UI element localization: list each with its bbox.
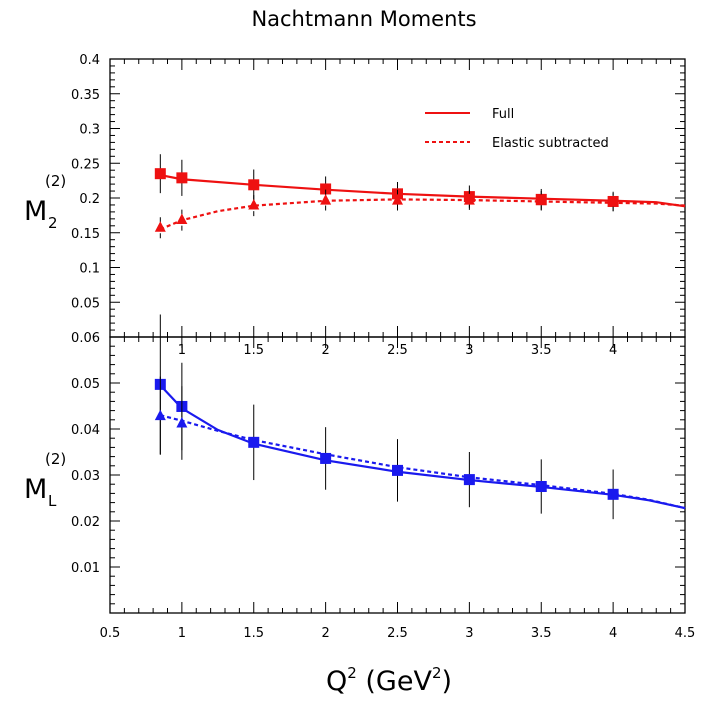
x-axis-label: Q2 (GeV2)	[326, 664, 452, 697]
xlabel-q: Q2 (GeV2)	[326, 664, 452, 697]
upper-ytick-label: 0.05	[71, 296, 100, 311]
upper-xtick-label: 1.5	[243, 343, 264, 358]
lower-xtick-label: 3.5	[531, 626, 552, 641]
lower-full-point	[320, 452, 332, 464]
upper-xtick-label: 3.5	[531, 343, 552, 358]
lower-full-point	[607, 488, 619, 500]
upper-full-curve	[160, 173, 686, 208]
legend: Full Elastic subtracted	[425, 107, 609, 151]
lower-ytick-label: 0.02	[71, 515, 100, 530]
lower-full-point	[535, 481, 547, 492]
upper-full-point	[154, 168, 166, 180]
lower-ylabel: M L (2)	[24, 450, 66, 510]
lower-ytick-label: 0.04	[71, 423, 100, 438]
lower-series	[154, 314, 686, 520]
lower-panel: 0.01 0.02 0.03 0.04 0.05 0.06 0.5 1 1.5 2 2.5 3 3.5 4…	[24, 314, 695, 641]
lower-ytick-label: 0.03	[71, 469, 100, 484]
lower-xtick-label: 4	[609, 626, 617, 641]
upper-ytick-label: 0.4	[79, 53, 100, 68]
lower-xtick-label: 3	[465, 626, 473, 641]
lower-ylabel-sup: (2)	[45, 450, 66, 468]
lower-ytick-label: 0.06	[71, 331, 100, 346]
lower-xtick-label: 0.5	[100, 626, 121, 641]
upper-full-point	[320, 183, 332, 195]
lower-xtick-label: 1	[178, 626, 186, 641]
lower-xtick-label: 2	[321, 626, 329, 641]
upper-full-point	[176, 172, 188, 184]
lower-elastic-curve	[160, 414, 686, 510]
upper-xtick-label: 2	[321, 343, 329, 358]
upper-xtick-label: 1	[178, 343, 186, 358]
upper-elastic-point	[392, 194, 403, 205]
upper-elastic-point	[154, 221, 166, 232]
upper-elastic-curve	[159, 198, 686, 231]
upper-xtick-label: 3	[465, 343, 473, 358]
upper-ylabel-base: M	[24, 196, 47, 227]
lower-full-point	[392, 464, 403, 476]
upper-ylabel: M 2 (2)	[24, 172, 66, 232]
upper-ytick-label: 0.35	[71, 88, 100, 103]
upper-ytick-label: 0.2	[79, 192, 100, 207]
upper-ytick-label: 0.15	[71, 227, 100, 242]
upper-elastic-point	[248, 198, 260, 210]
lower-ytick-label: 0.01	[71, 561, 100, 576]
upper-series	[154, 154, 686, 239]
upper-ytick-label: 0.3	[79, 123, 100, 138]
lower-xtick-label: 1.5	[243, 626, 264, 641]
upper-full-point	[248, 179, 260, 191]
chart-title: Nachtmann Moments	[251, 7, 476, 31]
lower-xtick-label: 4.5	[675, 626, 696, 641]
upper-ylabel-sub: 2	[48, 214, 58, 232]
upper-elastic-point	[607, 196, 619, 207]
lower-ytick-label: 0.05	[71, 377, 100, 392]
upper-ytick-label: 0.1	[79, 262, 100, 277]
lower-elastic-point	[176, 417, 188, 428]
upper-xtick-label: 4	[609, 343, 617, 358]
upper-elastic-point	[176, 213, 188, 225]
legend-full-label: Full	[492, 107, 514, 122]
lower-elastic-point	[154, 409, 166, 421]
lower-full-point	[463, 474, 475, 486]
lower-ylabel-sub: L	[48, 492, 57, 510]
upper-ylabel-sup: (2)	[45, 172, 66, 190]
upper-ytick-label: 0.25	[71, 157, 100, 172]
upper-ticks: 0.05 0.1 0.15 0.2 0.25 0.3 0.35 0.4 1 1.5 2 2.5 3 3.5…	[71, 53, 686, 358]
upper-elastic-point	[535, 194, 547, 206]
lower-ticks: 0.01 0.02 0.03 0.04 0.05 0.06 0.5 1 1.5 2 2.5 3 3.5 4…	[71, 331, 695, 641]
lower-full-point	[248, 436, 260, 448]
lower-xtick-label: 2.5	[387, 626, 408, 641]
upper-xtick-label: 2.5	[387, 343, 408, 358]
upper-panel: 0.05 0.1 0.15 0.2 0.25 0.3 0.35 0.4 1 1.5 2 2.5 3 3.5…	[24, 53, 686, 358]
legend-elastic-label: Elastic subtracted	[492, 136, 609, 151]
upper-elastic-point	[320, 194, 332, 205]
lower-ylabel-base: M	[24, 474, 47, 505]
lower-full-curve	[159, 384, 686, 510]
upper-elastic-point	[463, 194, 475, 205]
